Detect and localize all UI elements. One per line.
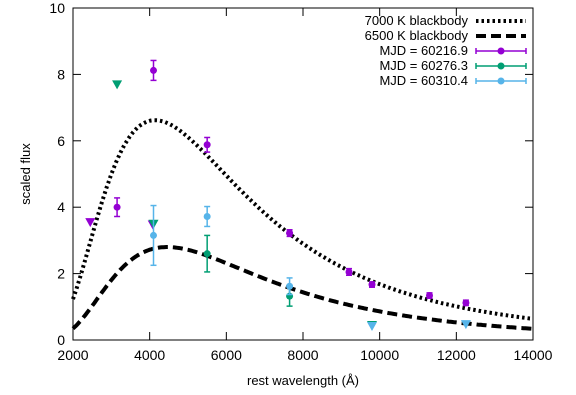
upper-limit-marker	[367, 322, 377, 332]
data-point	[203, 141, 211, 149]
y-tick-label: 4	[57, 199, 65, 215]
data-point	[286, 282, 294, 290]
data-point	[150, 66, 157, 74]
data-point	[345, 268, 353, 276]
x-tick-labels: 2000 4000 6000 8000 10000 12000 14000	[57, 347, 552, 363]
axis-ticks	[72, 7, 534, 341]
y-tick-label: 0	[57, 332, 65, 348]
blackbody-6500k-curve	[71, 245, 534, 331]
x-tick-label: 8000	[287, 347, 318, 363]
x-tick-label: 10000	[360, 347, 399, 363]
upper-limit-marker	[85, 218, 96, 228]
data-point	[203, 212, 211, 220]
legend-label: 6500 K blackbody	[365, 28, 469, 43]
y-tick-label: 8	[57, 66, 65, 82]
data-point	[462, 299, 470, 307]
legend-swatch-point	[497, 47, 505, 55]
legend-label: 7000 K blackbody	[365, 13, 469, 28]
series-3	[150, 204, 471, 332]
x-tick-label: 14000	[514, 347, 553, 363]
series-1	[85, 59, 470, 307]
y-axis-label: scaled flux	[18, 143, 33, 205]
y-tick-labels: 0 2 4 6 8 10	[49, 0, 65, 348]
data-point	[203, 250, 211, 258]
data-point	[150, 231, 157, 239]
legend-swatch-point	[497, 77, 505, 85]
legend-swatch-point	[497, 62, 505, 70]
upper-limit-marker	[460, 320, 471, 330]
y-tick-label: 10	[49, 0, 65, 16]
data-point	[286, 229, 294, 237]
upper-limit-marker	[112, 80, 123, 90]
x-axis-label: rest wavelength (Å)	[247, 373, 359, 388]
blackbody-7000k-curve	[71, 118, 534, 321]
data-series	[85, 59, 471, 332]
legend-label: MJD = 60216.9	[379, 43, 468, 58]
data-point	[113, 203, 121, 211]
legend-label: MJD = 60310.4	[379, 73, 468, 88]
data-point	[426, 292, 433, 300]
legend-label: MJD = 60276.3	[379, 58, 468, 73]
x-tick-label: 6000	[211, 347, 242, 363]
data-point	[368, 281, 376, 289]
x-tick-label: 2000	[57, 347, 88, 363]
y-tick-label: 2	[57, 266, 65, 282]
x-tick-label: 4000	[134, 347, 165, 363]
y-tick-label: 6	[57, 133, 65, 149]
x-tick-label: 12000	[437, 347, 476, 363]
blackbody-curves	[71, 118, 534, 331]
